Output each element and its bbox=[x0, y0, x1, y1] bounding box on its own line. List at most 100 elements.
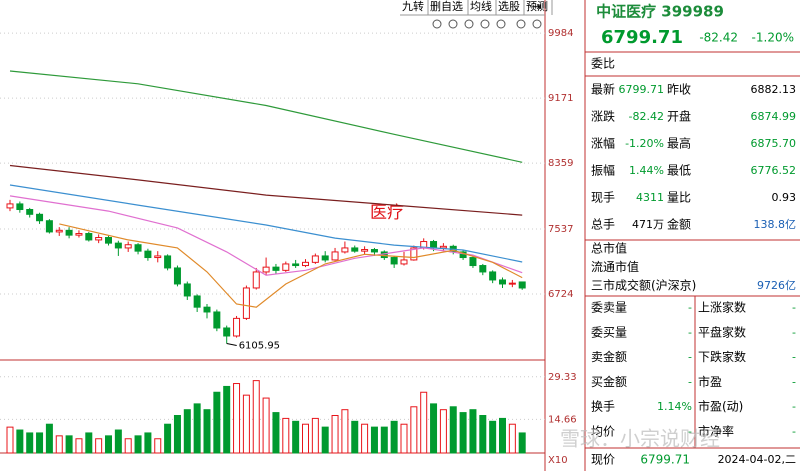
row-label: 金额 bbox=[667, 217, 691, 232]
candle-body bbox=[518, 281, 526, 289]
toolbar-button[interactable]: 预测 bbox=[526, 0, 548, 13]
watermark: 雪球：小宗说财经 bbox=[560, 427, 720, 451]
candle-body bbox=[272, 266, 280, 271]
row-label: 市净率 bbox=[698, 424, 734, 439]
row-label: 昨收 bbox=[667, 83, 691, 97]
row-value: 0.93 bbox=[772, 191, 797, 204]
volume-bar bbox=[164, 423, 172, 454]
footer-price: 6799.71 bbox=[640, 453, 690, 467]
y-tick-label: 8359 bbox=[548, 158, 573, 169]
ma-line bbox=[9, 164, 523, 216]
toolbar-button[interactable]: 均线 bbox=[470, 0, 492, 13]
volume-bar bbox=[282, 417, 290, 454]
row-label: 振幅 bbox=[591, 163, 615, 178]
row-label: 平盘家数 bbox=[698, 324, 746, 339]
volume-bar bbox=[400, 423, 408, 454]
row-value: 6882.13 bbox=[751, 83, 797, 96]
quote-pct: -1.20% bbox=[752, 31, 794, 45]
candle-body bbox=[370, 249, 378, 253]
quote-title: 中证医疗 399989 bbox=[596, 3, 724, 21]
row-label: 涨幅 bbox=[591, 136, 615, 151]
volume-bar bbox=[439, 409, 447, 454]
row-value: - bbox=[792, 351, 796, 364]
candle-body bbox=[242, 287, 250, 319]
candle-body bbox=[499, 279, 506, 285]
ma-line bbox=[59, 223, 523, 308]
toolbar-button[interactable]: ⇥ bbox=[532, 0, 541, 13]
candle-body bbox=[361, 249, 369, 252]
volume-unit: X10 bbox=[548, 455, 568, 466]
volume-bar bbox=[134, 435, 142, 454]
row-label: 委卖量 bbox=[591, 301, 627, 315]
row-value: 138.8亿 bbox=[754, 218, 797, 231]
row-value: - bbox=[792, 326, 796, 339]
volume-bar bbox=[341, 409, 349, 454]
volume-bar bbox=[173, 415, 181, 454]
volume-bar bbox=[430, 403, 438, 454]
volume-bar bbox=[183, 409, 191, 454]
candle-body bbox=[321, 255, 329, 261]
row-label: 最低 bbox=[667, 164, 691, 178]
low-pointer bbox=[226, 343, 237, 347]
ma-line bbox=[9, 70, 523, 163]
volume-bar bbox=[213, 391, 221, 454]
candle-body bbox=[479, 265, 487, 273]
y-tick-label: 9171 bbox=[548, 93, 573, 104]
candle-body bbox=[233, 317, 241, 337]
candle-body bbox=[124, 244, 132, 249]
volume-bar bbox=[380, 426, 388, 454]
row-label: 委买量 bbox=[591, 325, 627, 339]
volume-bar bbox=[331, 415, 339, 454]
footer-label: 现价 bbox=[591, 453, 615, 467]
volume-bar bbox=[154, 438, 162, 454]
y-tick-label: 14.66 bbox=[548, 414, 577, 425]
volume-bar bbox=[144, 432, 152, 454]
candle-body bbox=[26, 209, 34, 215]
row-label: 总手 bbox=[591, 218, 615, 232]
row-label: 换手 bbox=[591, 400, 615, 414]
row-value: - bbox=[792, 301, 796, 314]
volume-bar bbox=[489, 420, 497, 454]
row-label: 流通市值 bbox=[591, 259, 639, 274]
volume-bar bbox=[499, 417, 506, 454]
toolbar-button[interactable]: 选股 bbox=[498, 0, 520, 13]
volume-bar bbox=[361, 423, 369, 454]
candle-body bbox=[6, 203, 14, 209]
volume-bar bbox=[292, 420, 300, 454]
volume-bar bbox=[302, 423, 309, 454]
candle-body bbox=[410, 247, 418, 261]
candle-body bbox=[508, 282, 516, 285]
y-tick-label: 9984 bbox=[548, 28, 573, 39]
candle-body bbox=[351, 247, 359, 252]
volume-bar bbox=[36, 432, 44, 454]
volume-bar bbox=[390, 420, 398, 454]
toolbar-button[interactable]: 九转 bbox=[402, 0, 424, 13]
quote-change: -82.42 bbox=[699, 31, 738, 45]
candle-body bbox=[55, 229, 63, 233]
row-value: 6799.71 bbox=[619, 83, 665, 96]
row-label: 下跌家数 bbox=[698, 349, 746, 364]
row-label: 现手 bbox=[591, 191, 615, 205]
volume-bar bbox=[469, 409, 477, 454]
volume-bar bbox=[124, 438, 132, 454]
candle-body bbox=[16, 203, 24, 211]
volume-bar bbox=[55, 435, 63, 454]
volume-bar bbox=[75, 438, 83, 454]
row-label: 市盈 bbox=[698, 374, 722, 389]
candle-body bbox=[282, 263, 290, 271]
volume-bar bbox=[311, 417, 319, 454]
volume-bar bbox=[459, 412, 467, 454]
row-value: - bbox=[688, 375, 692, 388]
candle-body bbox=[223, 327, 231, 337]
toolbar-button[interactable]: 删自选 bbox=[430, 0, 463, 13]
row-value: - bbox=[688, 351, 692, 364]
volume-bar bbox=[26, 432, 34, 454]
row-label: 总市值 bbox=[591, 241, 627, 256]
row-label: 最高 bbox=[667, 136, 691, 151]
row-value: 1.44% bbox=[629, 164, 664, 177]
candle-body bbox=[114, 242, 122, 249]
candle-body bbox=[134, 244, 142, 252]
volume-bar bbox=[321, 426, 329, 454]
quote-price: 6799.71 bbox=[601, 27, 683, 48]
